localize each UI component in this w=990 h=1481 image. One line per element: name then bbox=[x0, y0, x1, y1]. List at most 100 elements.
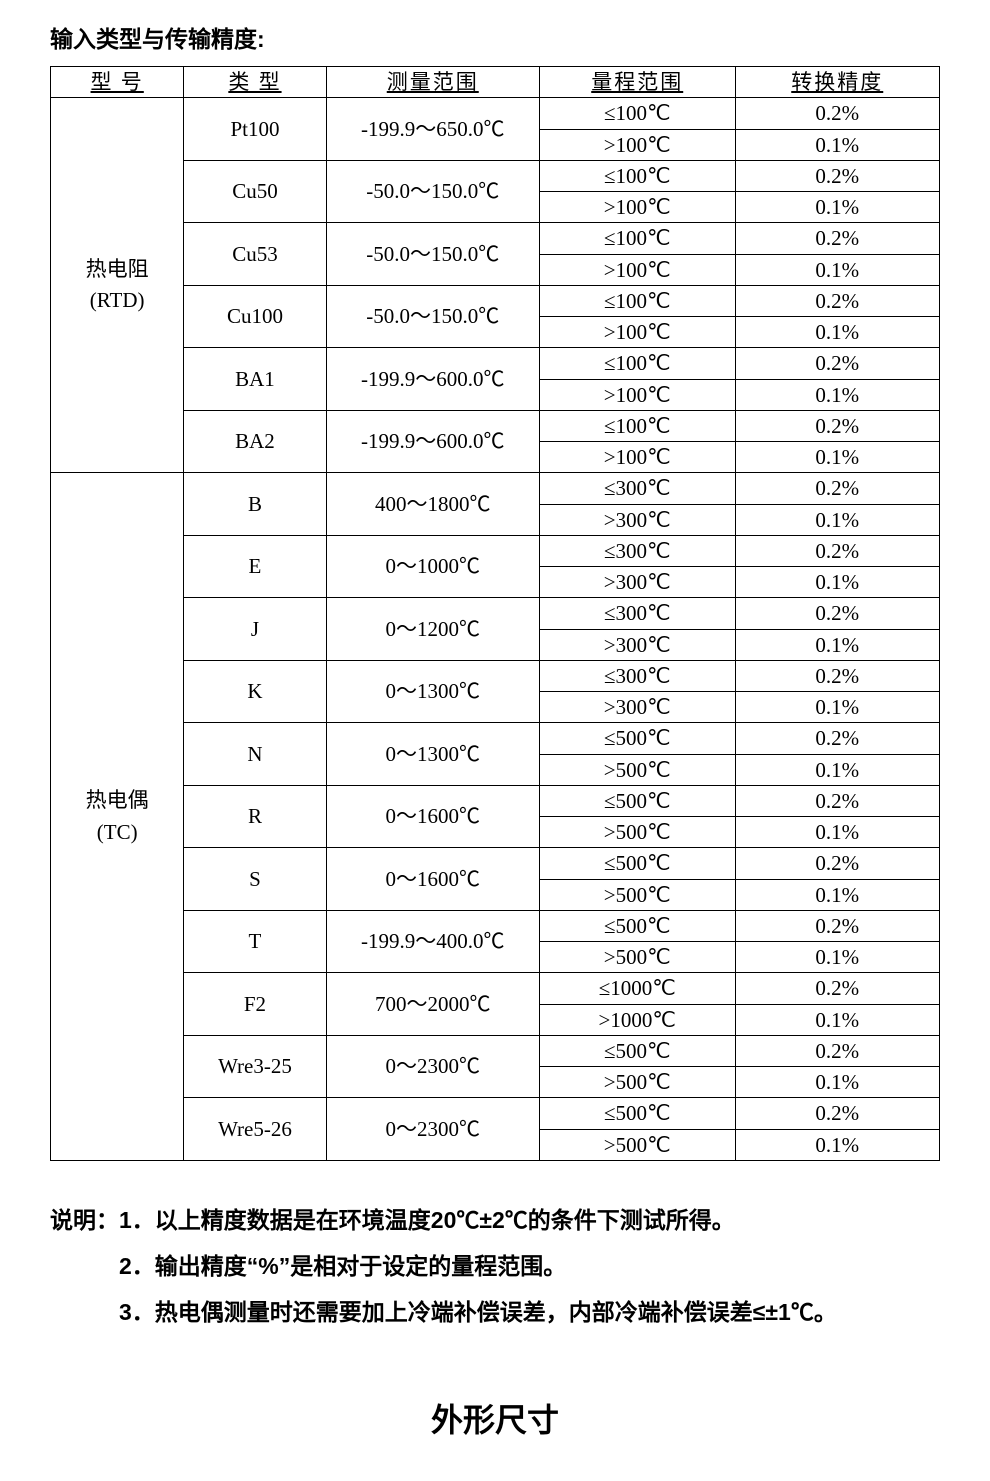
spec-table: 型 号 类 型 测量范围 量程范围 转换精度 热电阻(RTD)Pt100-199… bbox=[50, 66, 940, 1161]
cell-span-range: ≤1000℃ bbox=[539, 973, 735, 1004]
cell-precision: 0.2% bbox=[735, 848, 939, 879]
cell-span-range: >500℃ bbox=[539, 1067, 735, 1098]
cell-meas-range: -199.9～600.0℃ bbox=[326, 348, 539, 411]
section-heading: 输入类型与传输精度: bbox=[50, 20, 940, 54]
col-header-range: 量程范围 bbox=[539, 67, 735, 98]
cell-precision: 0.2% bbox=[735, 973, 939, 1004]
cell-precision: 0.2% bbox=[735, 473, 939, 504]
table-row: BA1-199.9～600.0℃≤100℃0.2% bbox=[51, 348, 940, 379]
cell-precision: 0.1% bbox=[735, 754, 939, 785]
model-code: (RTD) bbox=[90, 288, 145, 312]
col-header-type: 类 型 bbox=[184, 67, 326, 98]
model-name: 热电阻 bbox=[86, 257, 149, 281]
cell-meas-range: 0～1200℃ bbox=[326, 598, 539, 661]
cell-precision: 0.2% bbox=[735, 660, 939, 691]
cell-meas-range: -50.0～150.0℃ bbox=[326, 223, 539, 286]
table-row: T-199.9～400.0℃≤500℃0.2% bbox=[51, 910, 940, 941]
table-row: E0～1000℃≤300℃0.2% bbox=[51, 535, 940, 566]
col-header-model: 型 号 bbox=[51, 67, 184, 98]
cell-type: R bbox=[184, 785, 326, 848]
cell-span-range: ≤300℃ bbox=[539, 473, 735, 504]
cell-span-range: >1000℃ bbox=[539, 1004, 735, 1035]
cell-precision: 0.2% bbox=[735, 285, 939, 316]
cell-span-range: >500℃ bbox=[539, 817, 735, 848]
cell-precision: 0.2% bbox=[735, 348, 939, 379]
cell-model: 热电阻 (RTD) bbox=[51, 98, 184, 473]
col-header-prec: 转换精度 bbox=[735, 67, 939, 98]
cell-precision: 0.1% bbox=[735, 442, 939, 473]
cell-type: Wre3-25 bbox=[184, 1035, 326, 1098]
col-header-meas: 测量范围 bbox=[326, 67, 539, 98]
note-text: 1．以上精度数据是在环境温度20℃±2℃的条件下测试所得。 bbox=[119, 1197, 735, 1243]
cell-precision: 0.1% bbox=[735, 942, 939, 973]
cell-type: S bbox=[184, 848, 326, 911]
cell-type: N bbox=[184, 723, 326, 786]
cell-precision: 0.2% bbox=[735, 410, 939, 441]
table-row: Cu50-50.0～150.0℃≤100℃0.2% bbox=[51, 160, 940, 191]
cell-precision: 0.2% bbox=[735, 1098, 939, 1129]
note-line: 说明：1．以上精度数据是在环境温度20℃±2℃的条件下测试所得。 bbox=[50, 1197, 940, 1243]
cell-meas-range: -199.9～600.0℃ bbox=[326, 410, 539, 473]
table-row: R0～1600℃≤500℃0.2% bbox=[51, 785, 940, 816]
cell-type: J bbox=[184, 598, 326, 661]
cell-type: K bbox=[184, 660, 326, 723]
cell-type: Cu50 bbox=[184, 160, 326, 223]
table-row: 热电阻(RTD)Pt100-199.9～650.0℃≤100℃0.2% bbox=[51, 98, 940, 129]
cell-span-range: ≤100℃ bbox=[539, 98, 735, 129]
table-row: Cu100-50.0～150.0℃≤100℃0.2% bbox=[51, 285, 940, 316]
cell-precision: 0.1% bbox=[735, 817, 939, 848]
cell-span-range: ≤500℃ bbox=[539, 910, 735, 941]
cell-precision: 0.1% bbox=[735, 1129, 939, 1160]
table-row: F2700～2000℃≤1000℃0.2% bbox=[51, 973, 940, 1004]
section-title-dimensions: 外形尺寸 bbox=[50, 1395, 940, 1441]
cell-precision: 0.1% bbox=[735, 192, 939, 223]
note-line: 说明：3．热电偶测量时还需要加上冷端补偿误差，内部冷端补偿误差≤±1℃。 bbox=[50, 1289, 940, 1335]
cell-precision: 0.2% bbox=[735, 785, 939, 816]
cell-span-range: >100℃ bbox=[539, 317, 735, 348]
cell-span-range: >500℃ bbox=[539, 1129, 735, 1160]
cell-precision: 0.1% bbox=[735, 1004, 939, 1035]
cell-meas-range: -199.9～650.0℃ bbox=[326, 98, 539, 161]
table-row: BA2-199.9～600.0℃≤100℃0.2% bbox=[51, 410, 940, 441]
cell-meas-range: 0～1600℃ bbox=[326, 785, 539, 848]
cell-type: T bbox=[184, 910, 326, 973]
cell-type: F2 bbox=[184, 973, 326, 1036]
cell-precision: 0.1% bbox=[735, 1067, 939, 1098]
cell-precision: 0.2% bbox=[735, 598, 939, 629]
cell-precision: 0.1% bbox=[735, 879, 939, 910]
cell-span-range: >300℃ bbox=[539, 692, 735, 723]
cell-type: B bbox=[184, 473, 326, 536]
cell-precision: 0.2% bbox=[735, 910, 939, 941]
table-row: 热电偶(TC)B400～1800℃≤300℃0.2% bbox=[51, 473, 940, 504]
cell-span-range: >100℃ bbox=[539, 129, 735, 160]
cell-span-range: ≤100℃ bbox=[539, 410, 735, 441]
table-row: K0～1300℃≤300℃0.2% bbox=[51, 660, 940, 691]
cell-meas-range: 0～1000℃ bbox=[326, 535, 539, 598]
cell-precision: 0.1% bbox=[735, 379, 939, 410]
cell-precision: 0.2% bbox=[735, 98, 939, 129]
cell-meas-range: 0～1300℃ bbox=[326, 723, 539, 786]
cell-span-range: >500℃ bbox=[539, 754, 735, 785]
cell-span-range: ≤500℃ bbox=[539, 848, 735, 879]
cell-precision: 0.1% bbox=[735, 629, 939, 660]
cell-precision: 0.2% bbox=[735, 723, 939, 754]
model-name: 热电偶 bbox=[86, 788, 149, 812]
cell-span-range: ≤500℃ bbox=[539, 785, 735, 816]
cell-span-range: ≤300℃ bbox=[539, 660, 735, 691]
cell-precision: 0.2% bbox=[735, 223, 939, 254]
table-row: Wre5-260～2300℃≤500℃0.2% bbox=[51, 1098, 940, 1129]
cell-meas-range: 0～1300℃ bbox=[326, 660, 539, 723]
cell-type: Wre5-26 bbox=[184, 1098, 326, 1161]
cell-span-range: >300℃ bbox=[539, 504, 735, 535]
cell-precision: 0.1% bbox=[735, 504, 939, 535]
cell-precision: 0.2% bbox=[735, 160, 939, 191]
cell-precision: 0.1% bbox=[735, 692, 939, 723]
cell-meas-range: -50.0～150.0℃ bbox=[326, 160, 539, 223]
cell-meas-range: -50.0～150.0℃ bbox=[326, 285, 539, 348]
cell-span-range: ≤500℃ bbox=[539, 1035, 735, 1066]
cell-precision: 0.1% bbox=[735, 567, 939, 598]
cell-span-range: ≤100℃ bbox=[539, 348, 735, 379]
cell-span-range: >100℃ bbox=[539, 442, 735, 473]
cell-meas-range: 0～2300℃ bbox=[326, 1035, 539, 1098]
cell-span-range: ≤300℃ bbox=[539, 598, 735, 629]
